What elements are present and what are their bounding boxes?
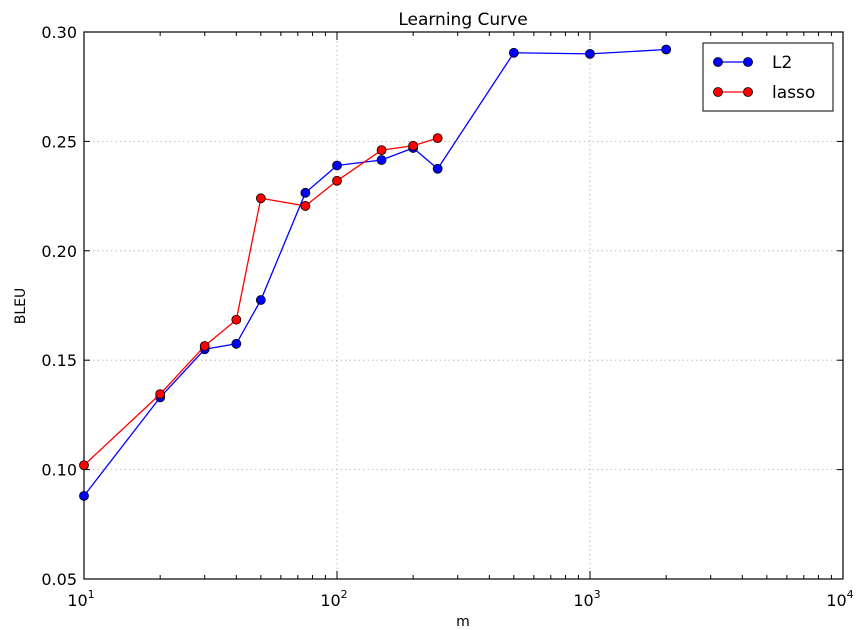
x-tick-exponent: 4 [847,588,854,601]
legend: L2 lasso [702,42,834,112]
x-tick-exponent: 3 [594,588,601,601]
x-tick-exponent: 1 [88,588,95,601]
x-tick-label: 102 [320,588,347,610]
x-tick-exponent: 2 [341,588,348,601]
series-l2-group [79,44,672,501]
legend-marker-l2 [713,57,723,67]
x-tick-label: 101 [67,588,94,610]
series-l2-point [231,338,242,349]
x-tick-label: 103 [573,588,600,610]
series-lasso-point [199,341,210,351]
series-l2-point [376,155,387,165]
series-l2-point [508,47,519,58]
legend-marker-lasso [713,87,723,97]
series-l2-point [255,295,266,305]
plot-frame [83,31,844,580]
series-l2-point [79,490,89,501]
legend-marker-lasso [743,87,753,97]
series-l2-point [332,160,342,171]
legend-label-l2: L2 [772,53,792,73]
series-l2-point [432,163,443,174]
grid-lines [83,31,844,580]
x-tick-base: 10 [826,591,846,610]
series-lasso-point [408,140,419,151]
y-tick-label: 0.05 [41,570,77,589]
series-lasso-point [432,133,443,144]
y-axis-label: BLEU [13,288,29,325]
y-tick-label: 0.10 [41,461,77,480]
x-tick-base: 10 [573,591,593,610]
series-lasso-point [255,193,266,204]
y-tick-label: 0.15 [41,351,77,370]
y-tick-label: 0.25 [41,132,77,151]
x-tick-base: 10 [320,591,340,610]
series-l2-point [661,44,672,55]
series-lasso-group [79,133,443,471]
x-axis-label: m [456,614,470,630]
data-series [79,44,672,501]
chart-title: Learning Curve [398,10,527,30]
series-lasso-line [83,137,438,466]
series-l2-point [585,48,595,59]
series-lasso-point [376,145,387,156]
legend-marker-l2 [743,57,753,67]
legend-box [702,42,834,112]
series-lasso-point [332,175,342,186]
series-l2-point [300,187,311,198]
series-l2-line [83,48,667,497]
series-lasso-point [300,201,311,211]
series-lasso-point [155,389,166,400]
legend-label-lasso: lasso [772,83,815,103]
y-tick-label: 0.30 [41,23,77,42]
x-tick-base: 10 [67,591,87,610]
series-lasso-point [231,314,242,325]
series-lasso-point [79,460,89,471]
y-tick-label: 0.20 [41,242,77,261]
x-tick-label: 104 [826,588,853,610]
